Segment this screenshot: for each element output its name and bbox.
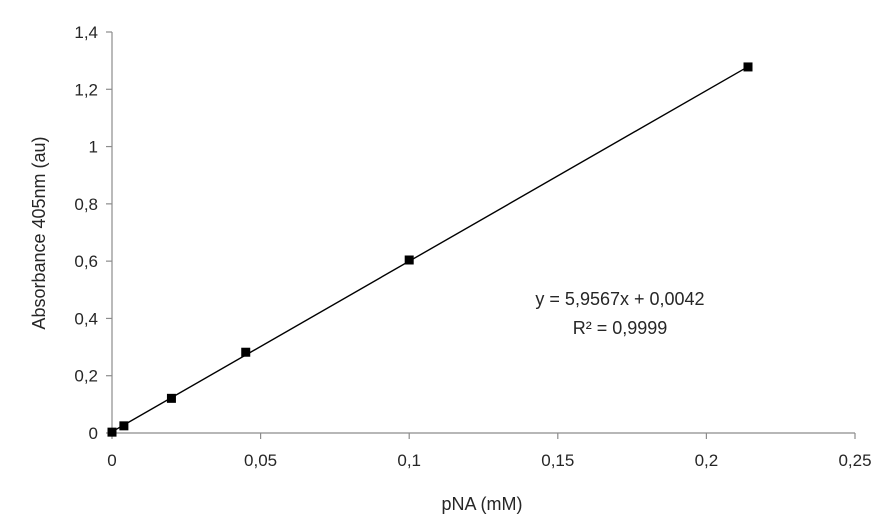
y-tick-label: 0,6 — [74, 252, 98, 271]
y-tick-label: 1,4 — [74, 23, 98, 42]
x-tick-label: 0,2 — [695, 451, 719, 470]
data-point — [241, 347, 251, 357]
trendline-r-squared: R² = 0,9999 — [573, 318, 668, 338]
x-tick-label: 0 — [107, 451, 116, 470]
x-tick-label: 0,25 — [838, 451, 871, 470]
trendline — [111, 66, 749, 433]
y-tick-label: 0,8 — [74, 195, 98, 214]
y-tick-label: 1,2 — [74, 80, 98, 99]
data-point — [404, 255, 414, 265]
trendline-equation: y = 5,9567x + 0,0042 — [535, 289, 704, 309]
x-axis-title: pNA (mM) — [442, 494, 523, 514]
y-tick-label: 0,2 — [74, 367, 98, 386]
data-point — [166, 393, 176, 403]
y-axis-title: Absorbance 405nm (au) — [29, 136, 49, 329]
x-ticks: 0 0,05 0,1 0,15 0,2 0,25 — [107, 433, 872, 470]
axes — [111, 32, 855, 434]
x-tick-label: 0,15 — [541, 451, 574, 470]
data-point — [119, 421, 129, 431]
y-tick-label: 0,4 — [74, 309, 98, 328]
x-tick-label: 0,05 — [244, 451, 277, 470]
data-point — [743, 62, 753, 72]
y-tick-label: 0 — [89, 424, 98, 443]
data-points — [107, 62, 753, 437]
data-point — [107, 427, 117, 437]
x-tick-label: 0,1 — [397, 451, 421, 470]
y-tick-label: 1 — [89, 138, 98, 157]
y-ticks: 0 0,2 0,4 0,6 0,8 1 1,2 1,4 — [74, 23, 112, 443]
